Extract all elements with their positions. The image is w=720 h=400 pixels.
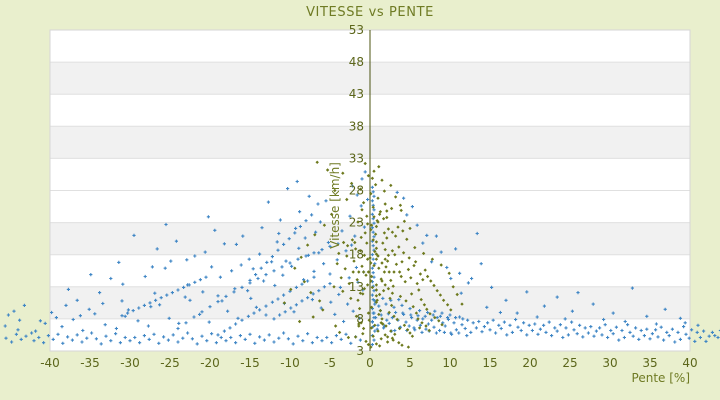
x-tick-label: -10 — [280, 356, 300, 370]
x-tick-label: -40 — [40, 356, 60, 370]
x-tick-label: -35 — [80, 356, 100, 370]
x-tick-label: 35 — [642, 356, 657, 370]
y-tick-label: 8 — [356, 312, 364, 326]
x-tick-label: -5 — [324, 356, 336, 370]
x-tick-label: -30 — [120, 356, 140, 370]
y-tick-label: 18 — [349, 248, 364, 262]
y-tick-label: 23 — [349, 216, 364, 230]
y-tick-label: 48 — [349, 55, 364, 69]
y-tick-label: 53 — [349, 23, 364, 37]
chart-title: VITESSE vs PENTE — [306, 5, 434, 20]
x-axis-label: Pente [%] — [632, 371, 690, 385]
y-tick-label: 28 — [349, 184, 364, 198]
x-tick-label: -15 — [240, 356, 260, 370]
x-tick-label: -25 — [160, 356, 180, 370]
x-tick-label: 25 — [562, 356, 577, 370]
x-tick-label: 30 — [602, 356, 617, 370]
y-tick-label: 43 — [349, 87, 364, 101]
x-tick-label: 5 — [406, 356, 414, 370]
x-tick-label: 15 — [482, 356, 497, 370]
x-tick-label: 40 — [682, 356, 697, 370]
x-tick-label: 10 — [442, 356, 457, 370]
y-axis-label: Vitesse [km/h] — [328, 162, 342, 249]
x-tick-label: -20 — [200, 356, 220, 370]
series-1-blue-points — [3, 170, 720, 347]
y-tick-label: 38 — [349, 119, 364, 133]
y-tick-label: 13 — [349, 280, 364, 294]
x-tick-label: 20 — [522, 356, 537, 370]
y-tick-label: 33 — [349, 151, 364, 165]
y-tick-label: 3 — [356, 344, 364, 358]
x-tick-label: 0 — [366, 356, 374, 370]
